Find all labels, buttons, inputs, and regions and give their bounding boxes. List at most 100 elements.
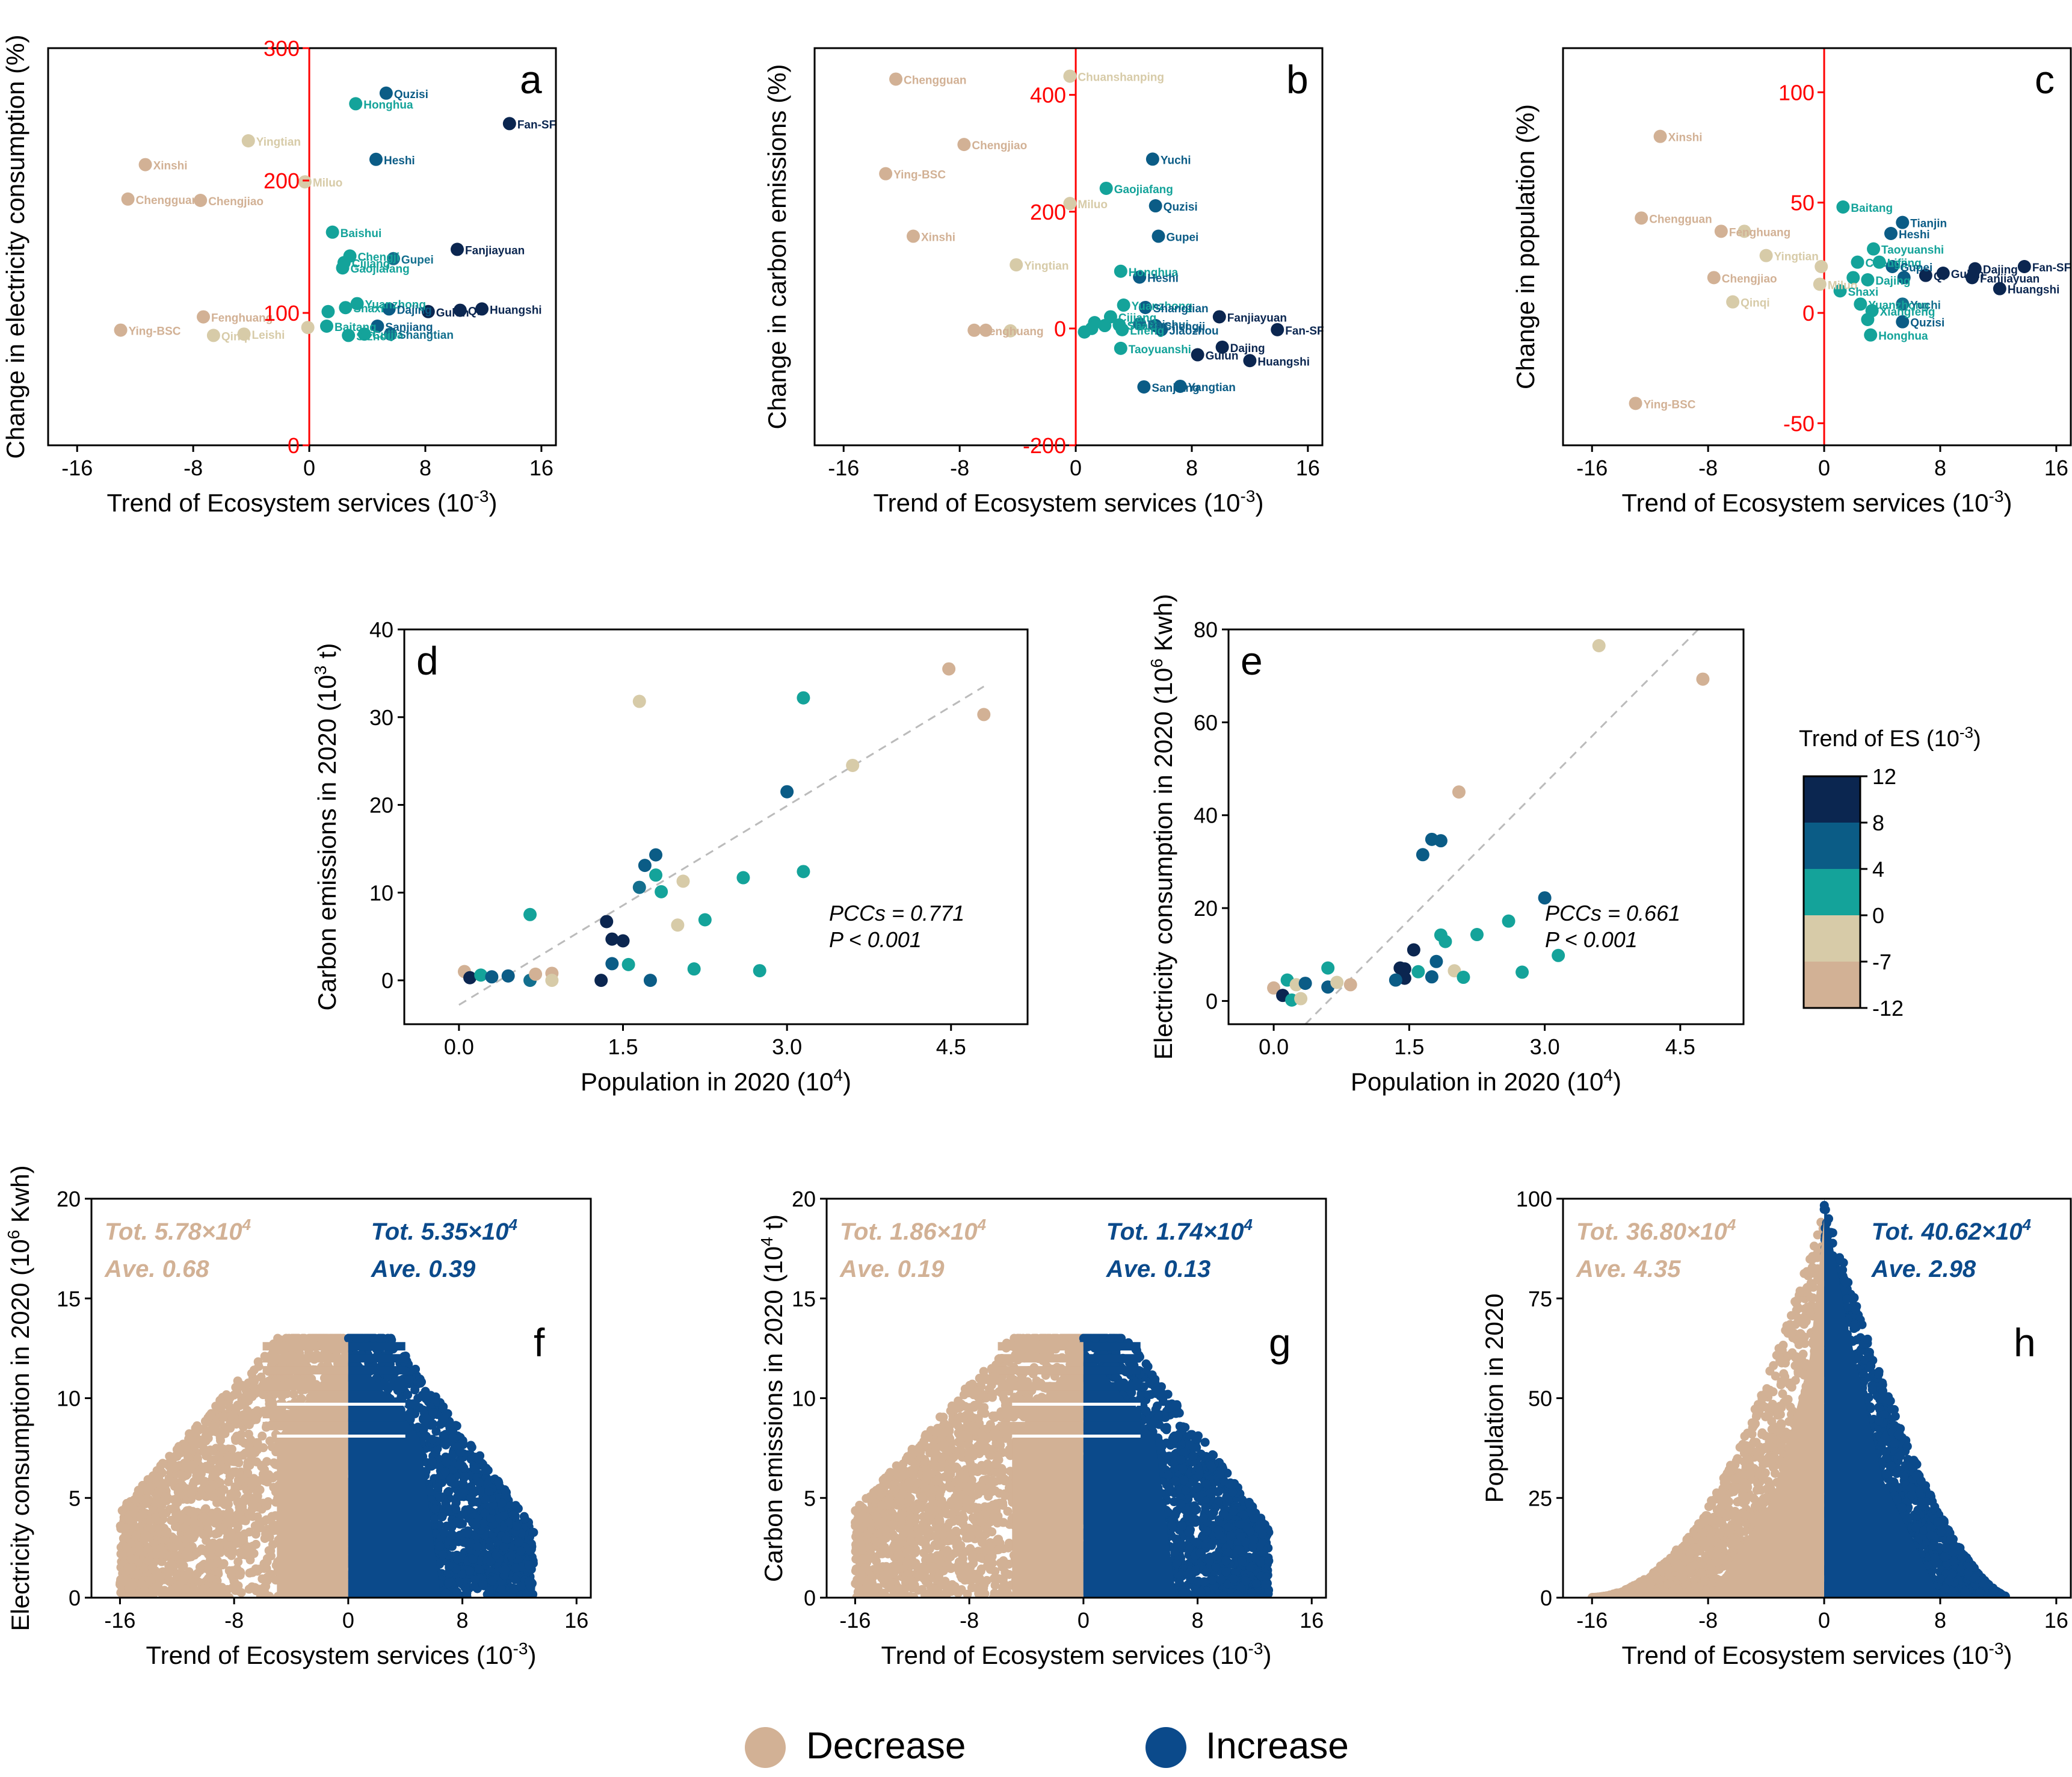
data-point bbox=[1867, 242, 1881, 256]
decrease-point bbox=[233, 1389, 242, 1398]
y-axis-title: Change in population (%) bbox=[1511, 104, 1540, 389]
increase-tot: Tot. 5.35×104 bbox=[371, 1216, 518, 1245]
increase-point bbox=[510, 1575, 520, 1584]
data-point bbox=[879, 167, 893, 181]
decrease-point bbox=[248, 1568, 257, 1577]
data-point bbox=[1155, 323, 1168, 336]
x-tick-label: 16 bbox=[564, 1608, 588, 1633]
decrease-point bbox=[209, 1421, 219, 1431]
decrease-point bbox=[243, 1468, 253, 1478]
data-point bbox=[1271, 323, 1284, 336]
data-point bbox=[384, 327, 398, 341]
data-point bbox=[1063, 69, 1077, 83]
data-point bbox=[1592, 639, 1606, 653]
decrease-point bbox=[182, 1506, 192, 1516]
data-point bbox=[1063, 197, 1077, 211]
data-point bbox=[649, 848, 663, 862]
data-point bbox=[1538, 891, 1552, 905]
y-tick-label: 200 bbox=[264, 168, 300, 193]
decrease-point bbox=[247, 1368, 256, 1378]
data-point bbox=[957, 138, 971, 152]
increase-point bbox=[493, 1477, 503, 1486]
increase-point bbox=[499, 1511, 508, 1521]
decrease-point bbox=[251, 1586, 261, 1596]
y-tick-label: 60 bbox=[1194, 710, 1218, 735]
x-tick-label: 0.0 bbox=[444, 1034, 474, 1059]
x-tick-label: 0 bbox=[342, 1608, 354, 1633]
decrease-point bbox=[116, 1588, 126, 1598]
increase-point bbox=[447, 1530, 457, 1540]
data-point bbox=[736, 871, 750, 885]
decrease-point bbox=[226, 1532, 236, 1542]
y-axis-title-main: Change in population (%) bbox=[1511, 104, 1540, 389]
decrease-point bbox=[260, 1516, 270, 1526]
increase-point bbox=[403, 1390, 413, 1400]
increase-point bbox=[475, 1478, 484, 1488]
point-label: Quzisi bbox=[394, 88, 428, 101]
data-point bbox=[1854, 297, 1867, 311]
x-axis-title: Trend of Ecosystem services (10-3) bbox=[874, 487, 1264, 517]
axes-frame bbox=[1227, 628, 1745, 1025]
x-tick-label: -16 bbox=[61, 456, 93, 480]
decrease-point bbox=[204, 1485, 214, 1494]
point-label: Baitang bbox=[1851, 202, 1893, 215]
decrease-point bbox=[201, 1504, 211, 1513]
y-tick-label: 50 bbox=[1790, 191, 1815, 215]
data-point bbox=[121, 192, 135, 206]
point-label: Chengguan bbox=[1649, 213, 1712, 226]
decrease-point bbox=[182, 1470, 192, 1479]
decrease-point bbox=[967, 1583, 976, 1593]
increase-point bbox=[468, 1554, 478, 1564]
data-point bbox=[1470, 928, 1484, 942]
increase-point bbox=[524, 1577, 534, 1586]
increase-point bbox=[502, 1591, 511, 1598]
increase-point bbox=[439, 1414, 449, 1423]
plot-area bbox=[1267, 629, 1710, 1024]
increase-point bbox=[458, 1488, 467, 1498]
point-label: Yuchi bbox=[1910, 299, 1941, 312]
decrease-point bbox=[233, 1432, 243, 1441]
increase-point bbox=[458, 1479, 468, 1489]
increase-point bbox=[446, 1474, 456, 1483]
y-tick-label: 30 bbox=[369, 705, 393, 730]
y-tick-label: 100 bbox=[1778, 80, 1815, 105]
increase-point bbox=[457, 1569, 467, 1579]
decrease-point bbox=[134, 1486, 143, 1495]
increase-point bbox=[514, 1537, 523, 1547]
data-point bbox=[502, 117, 516, 131]
x-axis-title-tail: ) bbox=[489, 489, 497, 517]
decrease-point bbox=[122, 1532, 131, 1542]
decrease-point bbox=[257, 1431, 267, 1441]
increase-point bbox=[491, 1551, 501, 1560]
x-tick-label: 0 bbox=[1818, 456, 1830, 480]
point-label: Chengguan bbox=[136, 194, 199, 207]
increase-point bbox=[479, 1519, 489, 1528]
y-axis-title-main: Change in electricity consumption (%) bbox=[1, 35, 29, 459]
x-tick-label: 1.5 bbox=[1394, 1034, 1424, 1059]
plot-area bbox=[116, 1334, 538, 1598]
point-label: Chengjiao bbox=[208, 196, 264, 208]
point-label: Tianjin bbox=[1910, 218, 1947, 230]
decrease-point bbox=[269, 1521, 279, 1531]
y-axis-title-tail: Kwh) bbox=[1149, 594, 1177, 658]
x-axis-title-main: Trend of Ecosystem services (10 bbox=[146, 1641, 513, 1669]
data-point bbox=[1098, 319, 1112, 333]
decrease-point bbox=[217, 1498, 227, 1507]
data-point bbox=[1502, 914, 1515, 928]
decrease-point bbox=[200, 1417, 210, 1426]
decrease-point bbox=[171, 1551, 180, 1561]
decrease-point bbox=[237, 1380, 247, 1390]
decrease-point bbox=[228, 1583, 238, 1592]
decrease-point bbox=[190, 1519, 200, 1528]
point-label: Leishi bbox=[252, 329, 285, 342]
y-tick-label: 15 bbox=[57, 1287, 81, 1311]
increase-ave-value: 0.39 bbox=[428, 1256, 476, 1282]
x-axis-title-sup: -3 bbox=[1241, 487, 1256, 505]
y-tick-label: 20 bbox=[57, 1187, 81, 1211]
decrease-point bbox=[169, 1534, 179, 1544]
decrease-point bbox=[155, 1499, 164, 1509]
decrease-point bbox=[143, 1475, 153, 1485]
data-point bbox=[369, 152, 383, 166]
